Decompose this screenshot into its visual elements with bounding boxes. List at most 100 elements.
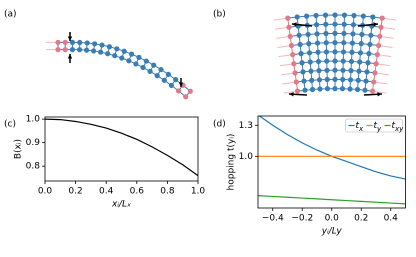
site: [349, 49, 355, 55]
site: [290, 52, 296, 58]
site: [350, 22, 357, 28]
lattice-diagrams: [46, 12, 397, 100]
panel-label: (b): [213, 10, 226, 20]
site: [304, 13, 310, 19]
site: [106, 44, 113, 50]
site: [302, 87, 308, 93]
legend-text: tx: [356, 121, 365, 134]
y-tick-label: 1.0: [239, 152, 254, 162]
site: [366, 51, 372, 57]
site: [323, 40, 329, 46]
site: [121, 48, 127, 54]
site: [305, 31, 311, 38]
data-line: [45, 118, 198, 177]
site: [372, 70, 378, 76]
site: [363, 78, 369, 84]
site: [356, 68, 362, 74]
site: [362, 87, 368, 93]
site: [291, 61, 297, 67]
arrow-head: [178, 82, 184, 87]
site: [92, 41, 98, 47]
site: [119, 55, 125, 61]
x-tick-label: 0.4: [99, 187, 114, 197]
site: [347, 86, 353, 92]
site: [112, 53, 118, 59]
site: [359, 31, 365, 38]
site: [323, 21, 329, 27]
site: [371, 79, 377, 85]
site: [375, 42, 382, 49]
site: [313, 12, 319, 19]
site: [114, 46, 120, 52]
site: [340, 49, 347, 55]
site: [377, 33, 383, 39]
site: [151, 62, 157, 68]
site: [315, 49, 321, 55]
site: [300, 69, 306, 75]
site: [173, 77, 179, 83]
arrow-head: [292, 22, 297, 27]
site: [340, 58, 346, 64]
arrow-head: [373, 22, 378, 27]
legend-text-sub: x: [358, 125, 364, 133]
legend-text-sub: xy: [394, 125, 404, 133]
site: [143, 58, 149, 64]
site: [309, 86, 316, 93]
site: [69, 39, 76, 46]
site: [288, 42, 295, 49]
site: [315, 58, 322, 65]
arrow-head: [67, 54, 73, 59]
site: [350, 31, 356, 37]
site: [62, 39, 68, 46]
site: [298, 51, 304, 57]
site: [293, 79, 299, 85]
axes-frame: [257, 115, 406, 209]
panel-label: (c): [4, 120, 16, 130]
legend-text-main: t: [356, 121, 360, 131]
site: [378, 24, 384, 30]
site: [324, 67, 330, 73]
site: [332, 49, 338, 55]
site: [98, 49, 104, 55]
site: [348, 68, 354, 74]
site: [370, 14, 376, 20]
site: [351, 12, 357, 19]
site: [161, 77, 167, 83]
site: [332, 76, 338, 82]
x-tick-label: 0.8: [160, 187, 175, 197]
site: [339, 86, 346, 92]
x-tick-label: 0.2: [354, 214, 368, 224]
site: [332, 30, 338, 36]
site: [357, 50, 364, 56]
site: [348, 58, 355, 65]
site: [306, 41, 312, 47]
site: [296, 32, 302, 38]
site: [168, 82, 175, 89]
site: [309, 77, 315, 83]
x-axis-label: xᵢ/Lₓ: [111, 200, 131, 210]
y-tick-label: 0.8: [26, 162, 41, 172]
site: [307, 59, 313, 65]
x-tick-label: 0.4: [384, 214, 399, 224]
site: [324, 86, 331, 92]
site: [306, 50, 313, 56]
legend-box: [345, 118, 403, 133]
site: [140, 64, 146, 71]
x-tick-label: 0.0: [325, 214, 340, 224]
site: [314, 40, 321, 46]
site: [77, 39, 83, 46]
legend-text-main: t: [374, 121, 378, 131]
legend-text-sub: y: [376, 125, 382, 133]
arrow-head: [377, 92, 382, 97]
site: [360, 13, 366, 19]
site: [154, 73, 160, 79]
site: [62, 47, 68, 53]
site: [341, 12, 348, 18]
site: [299, 60, 305, 66]
y-axis-label: hopping t(yᵢ): [227, 134, 237, 191]
site: [369, 88, 376, 94]
site: [133, 61, 139, 67]
legend-text-main: t: [392, 121, 396, 131]
site: [347, 77, 354, 83]
